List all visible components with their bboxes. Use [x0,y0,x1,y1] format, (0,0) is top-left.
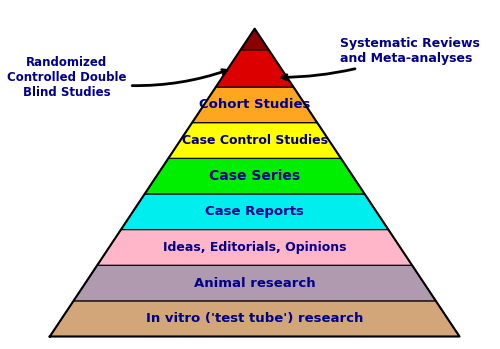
Text: Systematic Reviews
and Meta-analyses: Systematic Reviews and Meta-analyses [282,37,480,80]
Text: In vitro ('test tube') research: In vitro ('test tube') research [146,312,364,325]
Polygon shape [74,265,436,301]
Text: Case Reports: Case Reports [205,205,304,218]
Text: Ideas, Editorials, Opinions: Ideas, Editorials, Opinions [163,241,346,254]
Polygon shape [97,230,412,265]
Polygon shape [144,158,364,194]
Text: Case Series: Case Series [209,169,300,183]
Text: Cohort Studies: Cohort Studies [199,98,310,111]
Text: Animal research: Animal research [194,276,316,290]
Polygon shape [240,29,268,50]
Polygon shape [192,87,317,122]
Polygon shape [168,122,341,158]
Polygon shape [121,194,388,230]
Polygon shape [50,301,460,336]
Text: Randomized
Controlled Double
Blind Studies: Randomized Controlled Double Blind Studi… [7,56,227,99]
Text: Case Control Studies: Case Control Studies [182,134,328,147]
Polygon shape [216,50,294,87]
